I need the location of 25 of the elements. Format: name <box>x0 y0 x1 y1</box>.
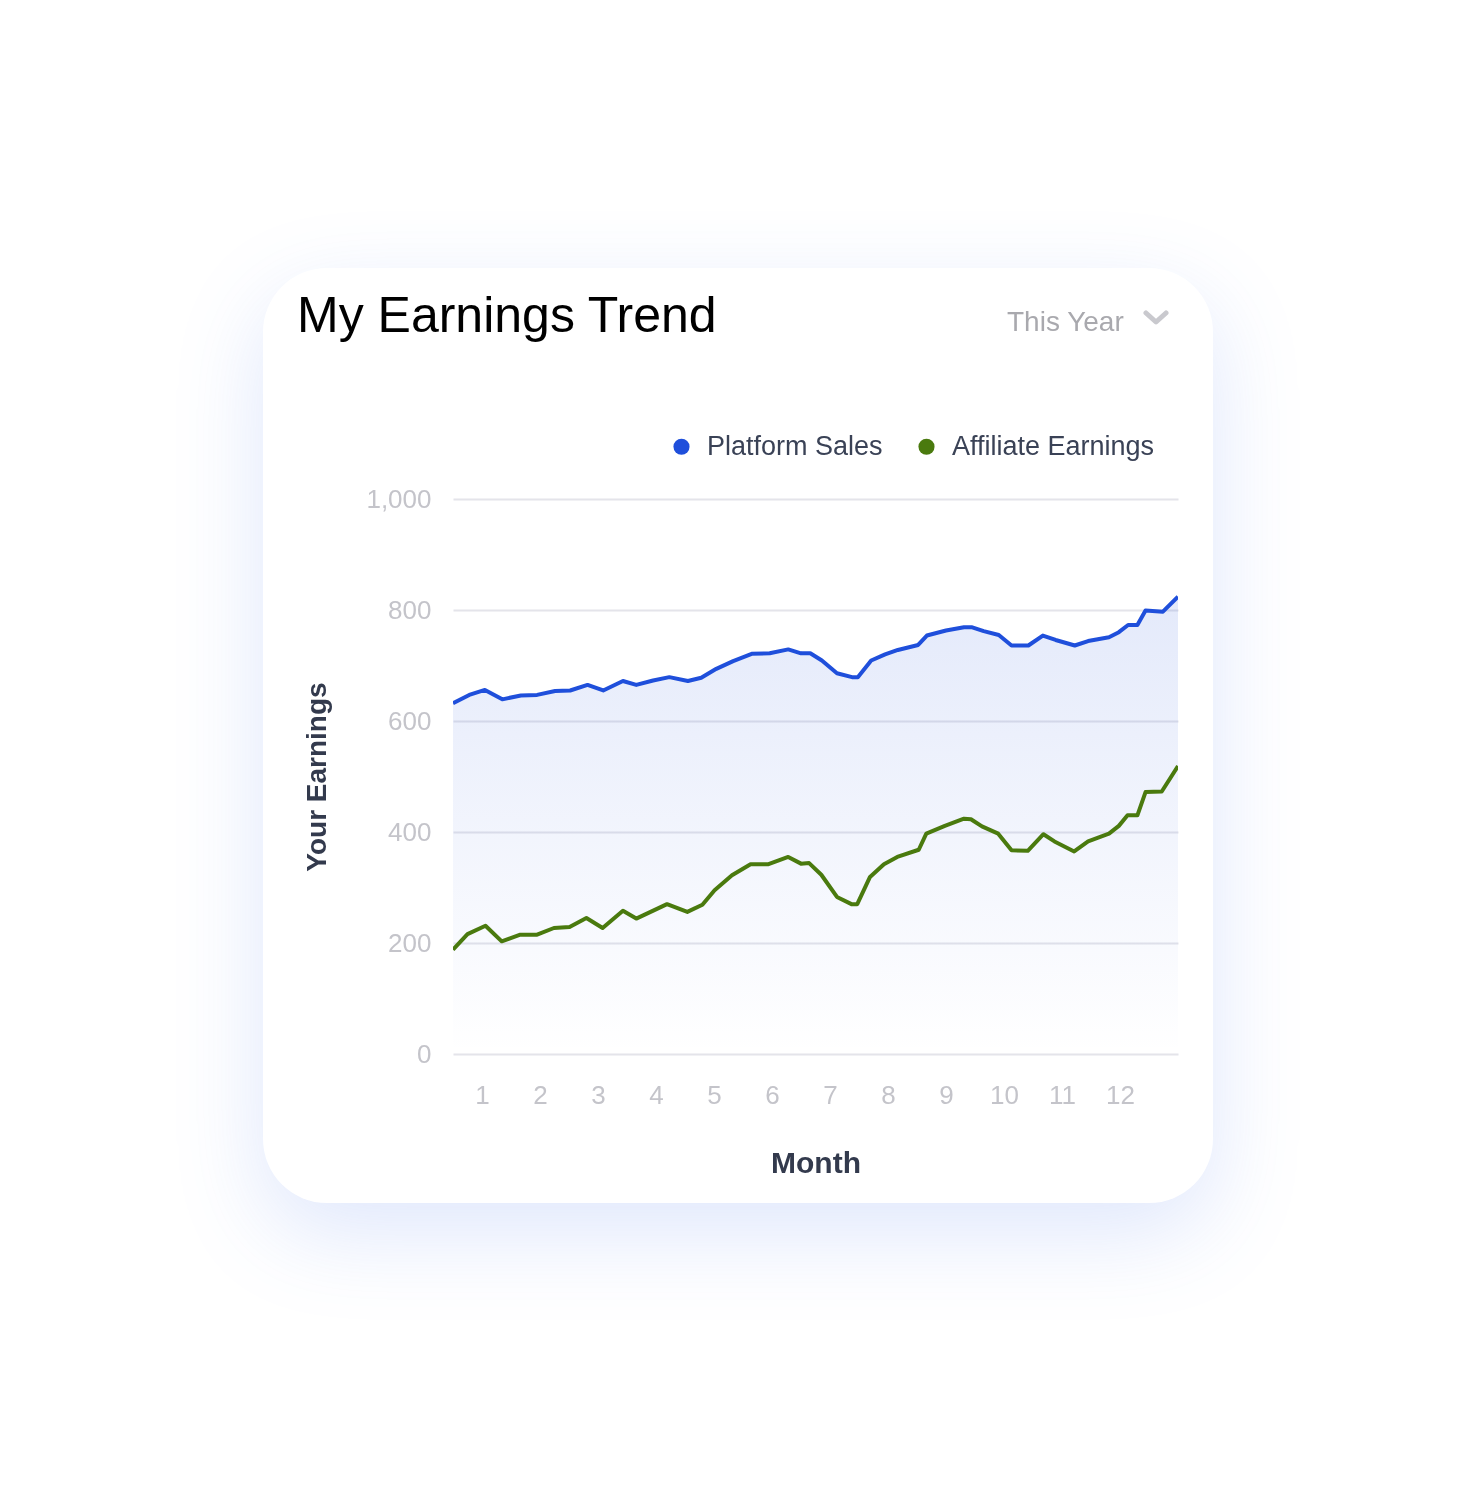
x-tick-label: 2 <box>533 1079 548 1110</box>
y-tick-label: 0 <box>417 1038 432 1069</box>
y-tick-label: 400 <box>388 816 432 847</box>
x-tick-label: 11 <box>1049 1079 1076 1110</box>
legend-label: Affiliate Earnings <box>952 430 1155 461</box>
chart-title: My Earnings Trend <box>297 286 717 344</box>
x-tick-label: 1 <box>475 1079 490 1110</box>
x-tick-label: 5 <box>707 1079 722 1110</box>
x-tick-label: 9 <box>939 1079 954 1110</box>
x-axis-title: Month <box>771 1145 861 1179</box>
legend-label: Platform Sales <box>707 430 883 461</box>
y-axis-title: Your Earnings <box>301 682 333 872</box>
y-tick-label: 200 <box>388 927 432 958</box>
x-tick-label: 10 <box>990 1079 1019 1110</box>
y-tick-label: 1,000 <box>366 483 432 514</box>
x-tick-label: 4 <box>649 1079 664 1110</box>
line-series <box>453 763 1178 952</box>
x-tick-label: 3 <box>591 1079 606 1110</box>
y-tick-label: 600 <box>388 705 432 736</box>
x-tick-label: 6 <box>765 1079 780 1110</box>
y-tick-label: 800 <box>388 594 432 625</box>
x-tick-label: 8 <box>881 1079 896 1110</box>
x-tick-label: 7 <box>823 1079 838 1110</box>
x-tick-label: 12 <box>1106 1079 1135 1110</box>
text: This Year <box>1007 306 1124 338</box>
